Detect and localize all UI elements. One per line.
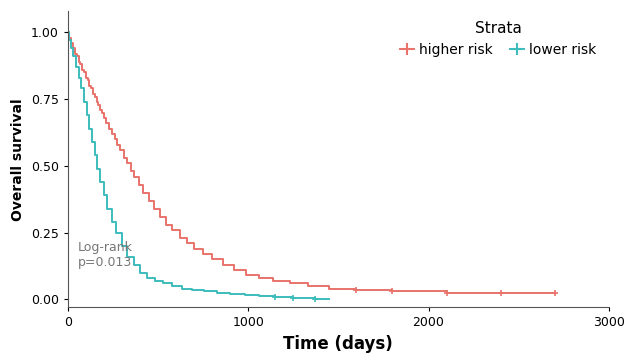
Legend: higher risk, lower risk: higher risk, lower risk bbox=[394, 15, 602, 62]
X-axis label: Time (days): Time (days) bbox=[284, 335, 393, 353]
Y-axis label: Overall survival: Overall survival bbox=[11, 98, 25, 221]
Text: Log-rank
p=0.013: Log-rank p=0.013 bbox=[78, 241, 132, 269]
